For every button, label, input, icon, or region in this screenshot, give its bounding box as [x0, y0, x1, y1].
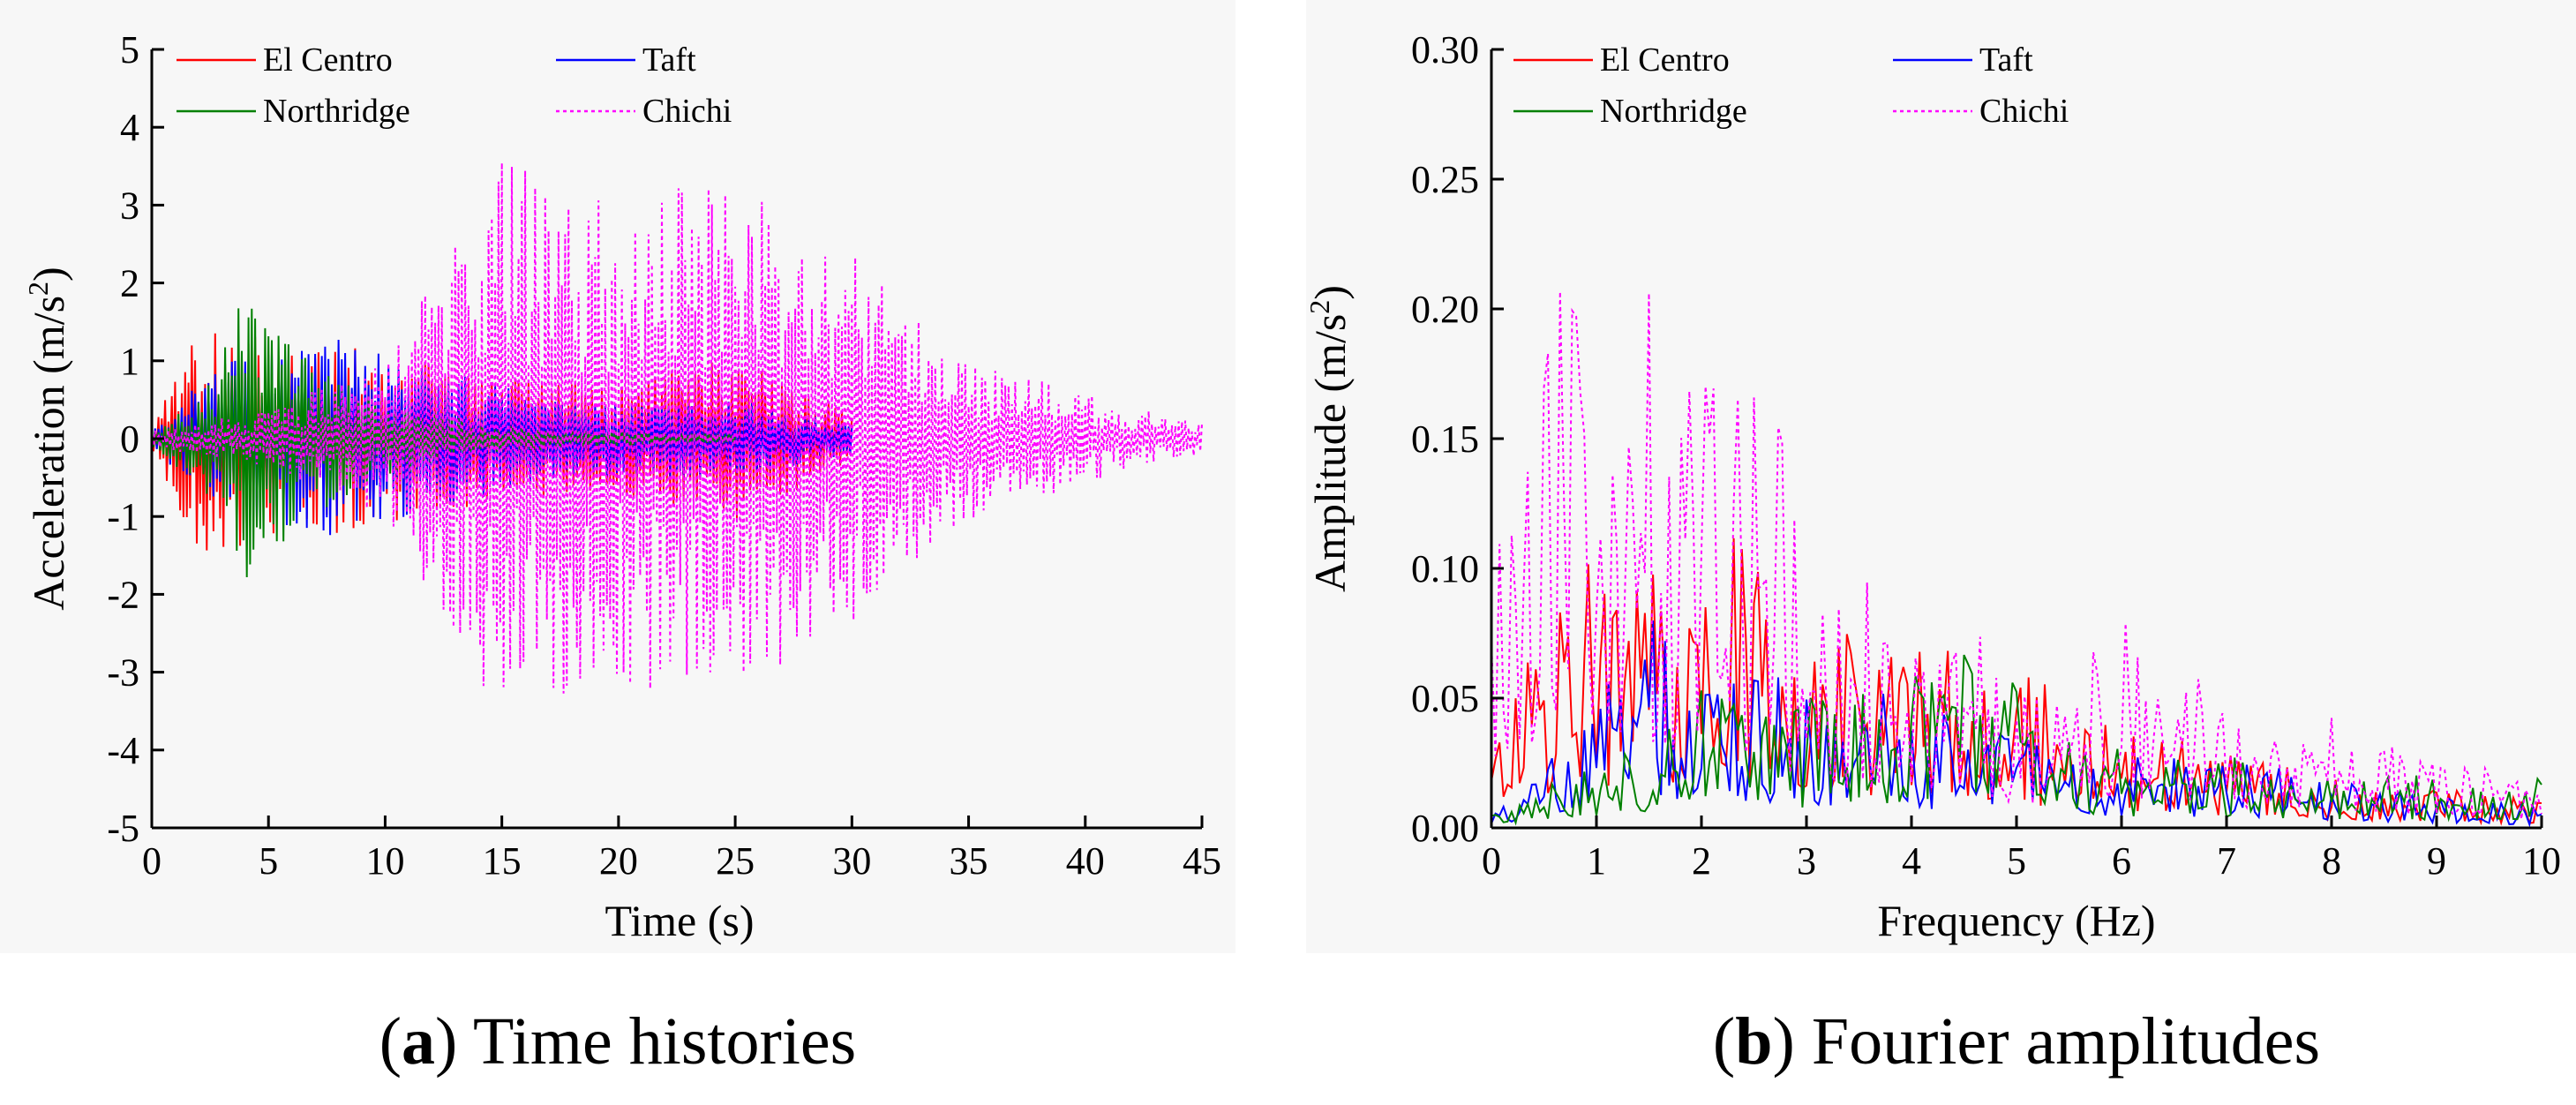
panel-a-y-tick-label: 0	[120, 417, 139, 461]
panel-b-y-tick-label: 0.10	[1411, 547, 1479, 590]
panel-b-y-tick-label: 0.30	[1411, 28, 1479, 71]
panel-b-x-tick-label: 7	[2217, 839, 2236, 883]
panel-b-legend-label: El Centro	[1600, 41, 1730, 79]
panel-b-legend-label: Taft	[1979, 41, 2033, 79]
panel-a-y-tick-label: -5	[107, 807, 139, 850]
panel-b-x-tick-label: 1	[1587, 839, 1606, 883]
panel-a-x-tick-label: 45	[1183, 839, 1221, 883]
panel-a-x-tick-label: 0	[142, 839, 161, 883]
panel-b-series-chichi	[1491, 291, 2542, 820]
panel-b-y-axis-label-sup: 2	[1303, 300, 1335, 314]
panel-b-plot-area: 0 1 2 3 4 5 6 7 8 9 10 0.00 0.05 0.10 0.15 0.20 0.25 0.30…	[1411, 28, 2561, 883]
panel-b-x-tick-label: 3	[1797, 839, 1816, 883]
panel-a-caption: (a) Time histories	[379, 1004, 857, 1079]
panel-b-legend-label: Chichi	[1979, 93, 2069, 130]
panel-b-series-northridge	[1491, 654, 2542, 826]
panel-b-y-axis-label-close: )	[1305, 285, 1355, 300]
panel-a-x-tick-label: 15	[483, 839, 522, 883]
panel-a-y-tick-label: -1	[107, 495, 139, 538]
panel-a-caption-close: )	[435, 1004, 457, 1079]
panel-a-y-tick-label: -4	[107, 729, 139, 772]
panel-a-y-tick-label: -2	[107, 573, 139, 616]
panel-a-x-tick-label: 40	[1066, 839, 1105, 883]
panel-a-y-tick-label: 2	[120, 262, 139, 305]
panel-b-y-tick-label: 0.25	[1411, 158, 1479, 201]
panel-a-legend-label: Northridge	[263, 93, 410, 130]
panel-a-legend-label: El Centro	[263, 41, 393, 79]
panel-a-x-tick-label: 30	[832, 839, 871, 883]
panel-a-series-chichi	[151, 162, 1203, 694]
panel-a-y-tick-label: 3	[120, 184, 139, 227]
panel-a-x-axis-label: Time (s)	[605, 896, 754, 945]
panel-a-y-tick-label: 4	[120, 106, 139, 149]
panel-a-y-tick-label: 5	[120, 28, 139, 71]
panel-b-y-tick-label: 0.20	[1411, 288, 1479, 331]
panel-a-x-tick-label: 5	[259, 839, 278, 883]
panel-a-y-axis-label-sup: 2	[22, 282, 54, 296]
panel-a-x-tick-label: 35	[950, 839, 988, 883]
panel-a-caption-letter: a	[402, 1004, 435, 1079]
panel-a-y-tick-label: 1	[120, 340, 139, 383]
panel-a-y-tick-label: -3	[107, 651, 139, 695]
panel-b-x-tick-label: 5	[2007, 839, 2026, 883]
panel-b-caption-open: (	[1713, 1004, 1735, 1079]
panel-b-x-tick-label: 0	[1482, 839, 1501, 883]
panel-b-y-axis-label-main: Amplitude (m/s	[1305, 314, 1355, 592]
panel-b-x-tick-label: 8	[2322, 839, 2341, 883]
panel-b-fourier-amplitudes: 0 1 2 3 4 5 6 7 8 9 10 0.00 0.05 0.10 0.15 0.20 0.25 0.30…	[1303, 0, 2576, 1079]
panel-b-caption-close: )	[1773, 1004, 1795, 1079]
panel-b-x-tick-label: 9	[2427, 839, 2446, 883]
panel-b-y-tick-label: 0.15	[1411, 417, 1479, 461]
panel-b-x-tick-label: 2	[1692, 839, 1711, 883]
panel-b-x-axis-label: Frequency (Hz)	[1877, 896, 2155, 945]
panel-a-legend-label: Chichi	[642, 93, 732, 130]
panel-b-caption: (b) Fourier amplitudes	[1713, 1004, 2320, 1079]
panel-b-x-tick-label: 6	[2112, 839, 2131, 883]
panel-b-y-axis-label: Amplitude (m/s2)	[1303, 285, 1355, 592]
panel-b-caption-letter: b	[1735, 1004, 1772, 1079]
panel-b-y-tick-label: 0.05	[1411, 677, 1479, 720]
panel-b-y-tick-label: 0.00	[1411, 807, 1479, 850]
panel-a-caption-open: (	[379, 1004, 402, 1079]
panel-a-y-axis-label-main: Acceleration (m/s	[24, 296, 73, 611]
panel-a-y-axis-label-close: )	[24, 267, 73, 282]
panel-b-x-tick-label: 10	[2522, 839, 2561, 883]
panel-a-x-tick-label: 20	[599, 839, 638, 883]
panel-a-caption-text: Time histories	[457, 1004, 856, 1079]
panel-a-y-axis-label: Acceleration (m/s2)	[22, 267, 73, 610]
panel-b-legend-label: Northridge	[1600, 93, 1747, 130]
panel-b-caption-text: Fourier amplitudes	[1795, 1004, 2320, 1079]
panel-a-x-tick-label: 10	[365, 839, 404, 883]
panel-b-background	[1306, 0, 2576, 953]
panel-a-x-tick-label: 25	[716, 839, 755, 883]
panel-a-legend-label: Taft	[642, 41, 696, 79]
panel-b-x-tick-label: 4	[1902, 839, 1921, 883]
